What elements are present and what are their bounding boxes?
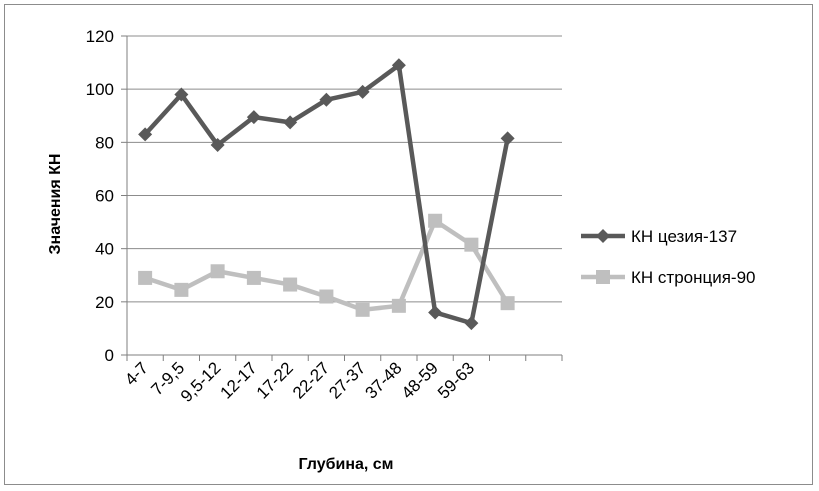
data-point [500,296,515,311]
data-point [319,92,334,107]
data-point [283,277,298,292]
data-point [428,305,443,320]
data-point [138,270,153,285]
data-point [174,282,189,297]
grid-lines [121,35,563,361]
x-tick-label: 48-59 [398,358,442,402]
x-tick-label: 17-22 [253,358,297,402]
legend-marker [596,229,610,243]
x-tick-label: 59-63 [434,358,478,402]
data-point [391,58,406,73]
y-tick-label: 20 [95,293,114,312]
x-tick-labels: 4-77-9,59,5-1212-1717-2222-2727-3737-484… [121,358,478,406]
data-point [174,87,189,102]
x-tick-label: 9,5-12 [177,358,225,406]
data-point [210,264,225,279]
data-point [428,213,443,228]
legend-label: КН стронция-90 [631,268,756,287]
legend-marker [596,270,610,284]
y-tick-label: 120 [86,27,114,46]
y-tick-label: 40 [95,240,114,259]
x-axis-title: Глубина, см [298,456,393,473]
data-point [500,131,515,146]
data-point [319,289,334,304]
x-tick-label: 12-17 [217,358,261,402]
data-point [391,298,406,313]
data-point [464,316,479,331]
data-point [138,127,153,142]
y-tick-label: 80 [95,133,114,152]
data-point [355,84,370,99]
y-tick-labels: 0 20 40 60 80 100 120 [86,27,114,365]
data-point [210,137,225,152]
data-point [246,270,261,285]
data-point [283,115,298,130]
y-axis-title: Значения КН [47,154,64,255]
chart-frame [4,4,813,485]
y-tick-label: 100 [86,80,114,99]
y-tick-label: 60 [95,187,114,206]
legend: КН цезия-137 КН стронция-90 [581,227,756,287]
x-tick-label: 22-27 [289,358,333,402]
data-point [246,110,261,125]
y-tick-label: 0 [105,346,114,365]
x-tick-label: 37-48 [362,358,406,402]
series-lines [138,58,515,331]
data-point [355,302,370,317]
legend-label: КН цезия-137 [631,227,737,246]
axes [126,36,562,356]
data-point [464,237,479,252]
x-tick-label: 27-37 [325,358,369,402]
